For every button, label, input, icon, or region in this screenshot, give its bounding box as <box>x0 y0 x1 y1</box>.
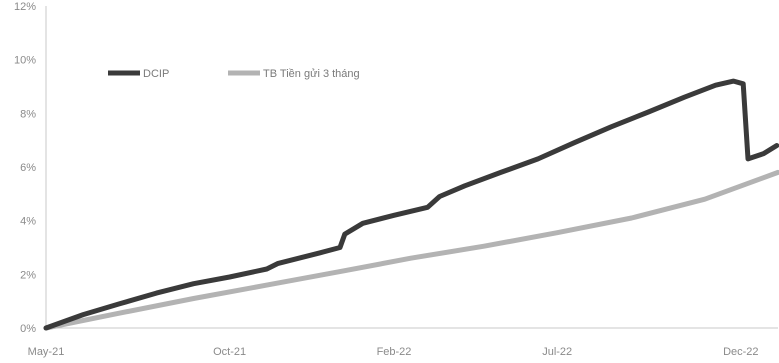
y-tick-label: 12% <box>14 1 36 13</box>
y-tick-label: 4% <box>20 216 36 228</box>
legend-label: TB Tiền gửi 3 tháng <box>263 68 360 80</box>
x-axis-ticks: May-21 Oct-21 Feb-22 Jul-22 Dec-22 <box>28 346 759 358</box>
x-tick-label: Feb-22 <box>377 346 412 358</box>
y-tick-label: 6% <box>20 162 36 174</box>
x-tick-label: Jul-22 <box>542 346 572 358</box>
legend: DCIP TB Tiền gửi 3 tháng <box>108 68 360 80</box>
y-tick-label: 0% <box>20 323 36 335</box>
x-tick-label: May-21 <box>28 346 65 358</box>
series-line-dcip <box>43 78 779 331</box>
y-axis-ticks: 0% 2% 4% 6% 8% 10% 12% <box>14 1 36 335</box>
y-tick-label: 2% <box>20 269 36 281</box>
y-tick-label: 8% <box>20 108 36 120</box>
legend-label: DCIP <box>143 68 169 80</box>
series-layer <box>43 78 779 331</box>
plot-area <box>43 6 779 331</box>
x-tick-label: Dec-22 <box>723 346 758 358</box>
y-tick-label: 10% <box>14 55 36 67</box>
series-line-deposit-rate <box>43 169 779 331</box>
x-tick-label: Oct-21 <box>213 346 246 358</box>
